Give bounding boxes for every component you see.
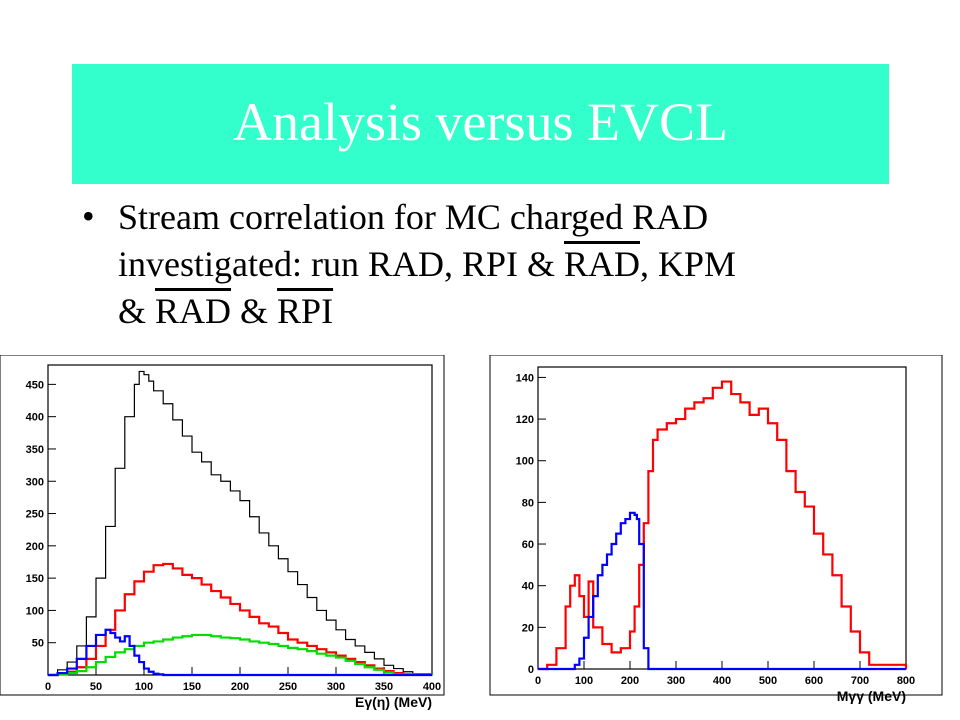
- x-tick-label: 250: [279, 681, 297, 693]
- y-tick-label: 120: [516, 414, 534, 426]
- plot-area: [47, 364, 433, 676]
- title-banner: Analysis versus EVCL: [72, 64, 889, 184]
- x-tick-label: 0: [45, 681, 51, 693]
- y-tick-label: 450: [26, 379, 44, 391]
- y-tick-label: 50: [32, 638, 44, 650]
- mass-histogram-chart: 0 100 200 300 400 500 600 700 800 0 20 40 60 80 100 120…: [489, 355, 943, 704]
- y-tick-label: 140: [516, 372, 534, 384]
- y-tick-label: 100: [26, 605, 44, 617]
- y-tick-label: 150: [26, 573, 44, 585]
- bullet-line-2-post: , KPM: [640, 244, 737, 284]
- plot-area: [537, 366, 907, 670]
- bullet-line-3-pre: &: [118, 291, 156, 331]
- y-tick-label: 250: [26, 509, 44, 521]
- series-line: [48, 628, 432, 677]
- bullet-dot-icon: •: [82, 196, 95, 236]
- x-tick-label: 600: [805, 675, 823, 687]
- energy-histogram-chart: 0 50 100 150 200 250 300 350 400 50 100 150 200 250 30…: [0, 355, 445, 710]
- bullet-line-3-overlined-2: RPI: [277, 291, 334, 331]
- series-line: [538, 511, 906, 671]
- x-tick-label: 50: [90, 681, 102, 693]
- y-tick-label: 300: [26, 476, 44, 488]
- bullet-line-1: Stream correlation for MC charged RAD: [118, 197, 709, 237]
- y-tick-label: 80: [522, 497, 534, 509]
- x-tick-label: 300: [327, 681, 345, 693]
- bullet-line-3-overlined-1: RAD: [155, 291, 232, 331]
- x-tick-label: 200: [231, 681, 249, 693]
- y-tick-label: 350: [26, 444, 44, 456]
- x-tick-label: 300: [667, 675, 685, 687]
- y-tick-label: 400: [26, 412, 44, 424]
- bullet-line-2-pre: investigated: run RAD, RPI &: [118, 244, 564, 284]
- series-line: [48, 633, 434, 677]
- x-tick-label: 400: [713, 675, 731, 687]
- x-tick-label: 350: [375, 681, 393, 693]
- bullet-text: Stream correlation for MC charged RAD in…: [118, 194, 878, 335]
- y-tick-label: 0: [528, 664, 534, 676]
- series-line: [538, 380, 908, 671]
- bullet-line-3-mid: &: [231, 291, 278, 331]
- x-tick-label: 150: [183, 681, 201, 693]
- x-tick-label: 100: [135, 681, 153, 693]
- x-tick-label: 800: [897, 675, 915, 687]
- x-axis-label: Eγ(η) (MeV): [355, 694, 432, 710]
- series-line: [48, 370, 433, 676]
- x-tick-label: 200: [621, 675, 639, 687]
- x-tick-label: 500: [759, 675, 777, 687]
- x-tick-label: 100: [575, 675, 593, 687]
- bullet-line-2-overlined: RAD: [563, 244, 640, 284]
- y-tick-label: 200: [26, 541, 44, 553]
- x-axis-label: Mγγ (MeV): [837, 688, 906, 704]
- slide-title: Analysis versus EVCL: [233, 92, 728, 152]
- x-tick-label: 400: [423, 681, 441, 693]
- x-tick-label: 700: [851, 675, 869, 687]
- y-tick-label: 20: [522, 622, 534, 634]
- y-tick-label: 40: [522, 581, 534, 593]
- x-tick-label: 0: [535, 675, 541, 687]
- y-tick-label: 60: [522, 539, 534, 551]
- y-tick-label: 100: [516, 456, 534, 468]
